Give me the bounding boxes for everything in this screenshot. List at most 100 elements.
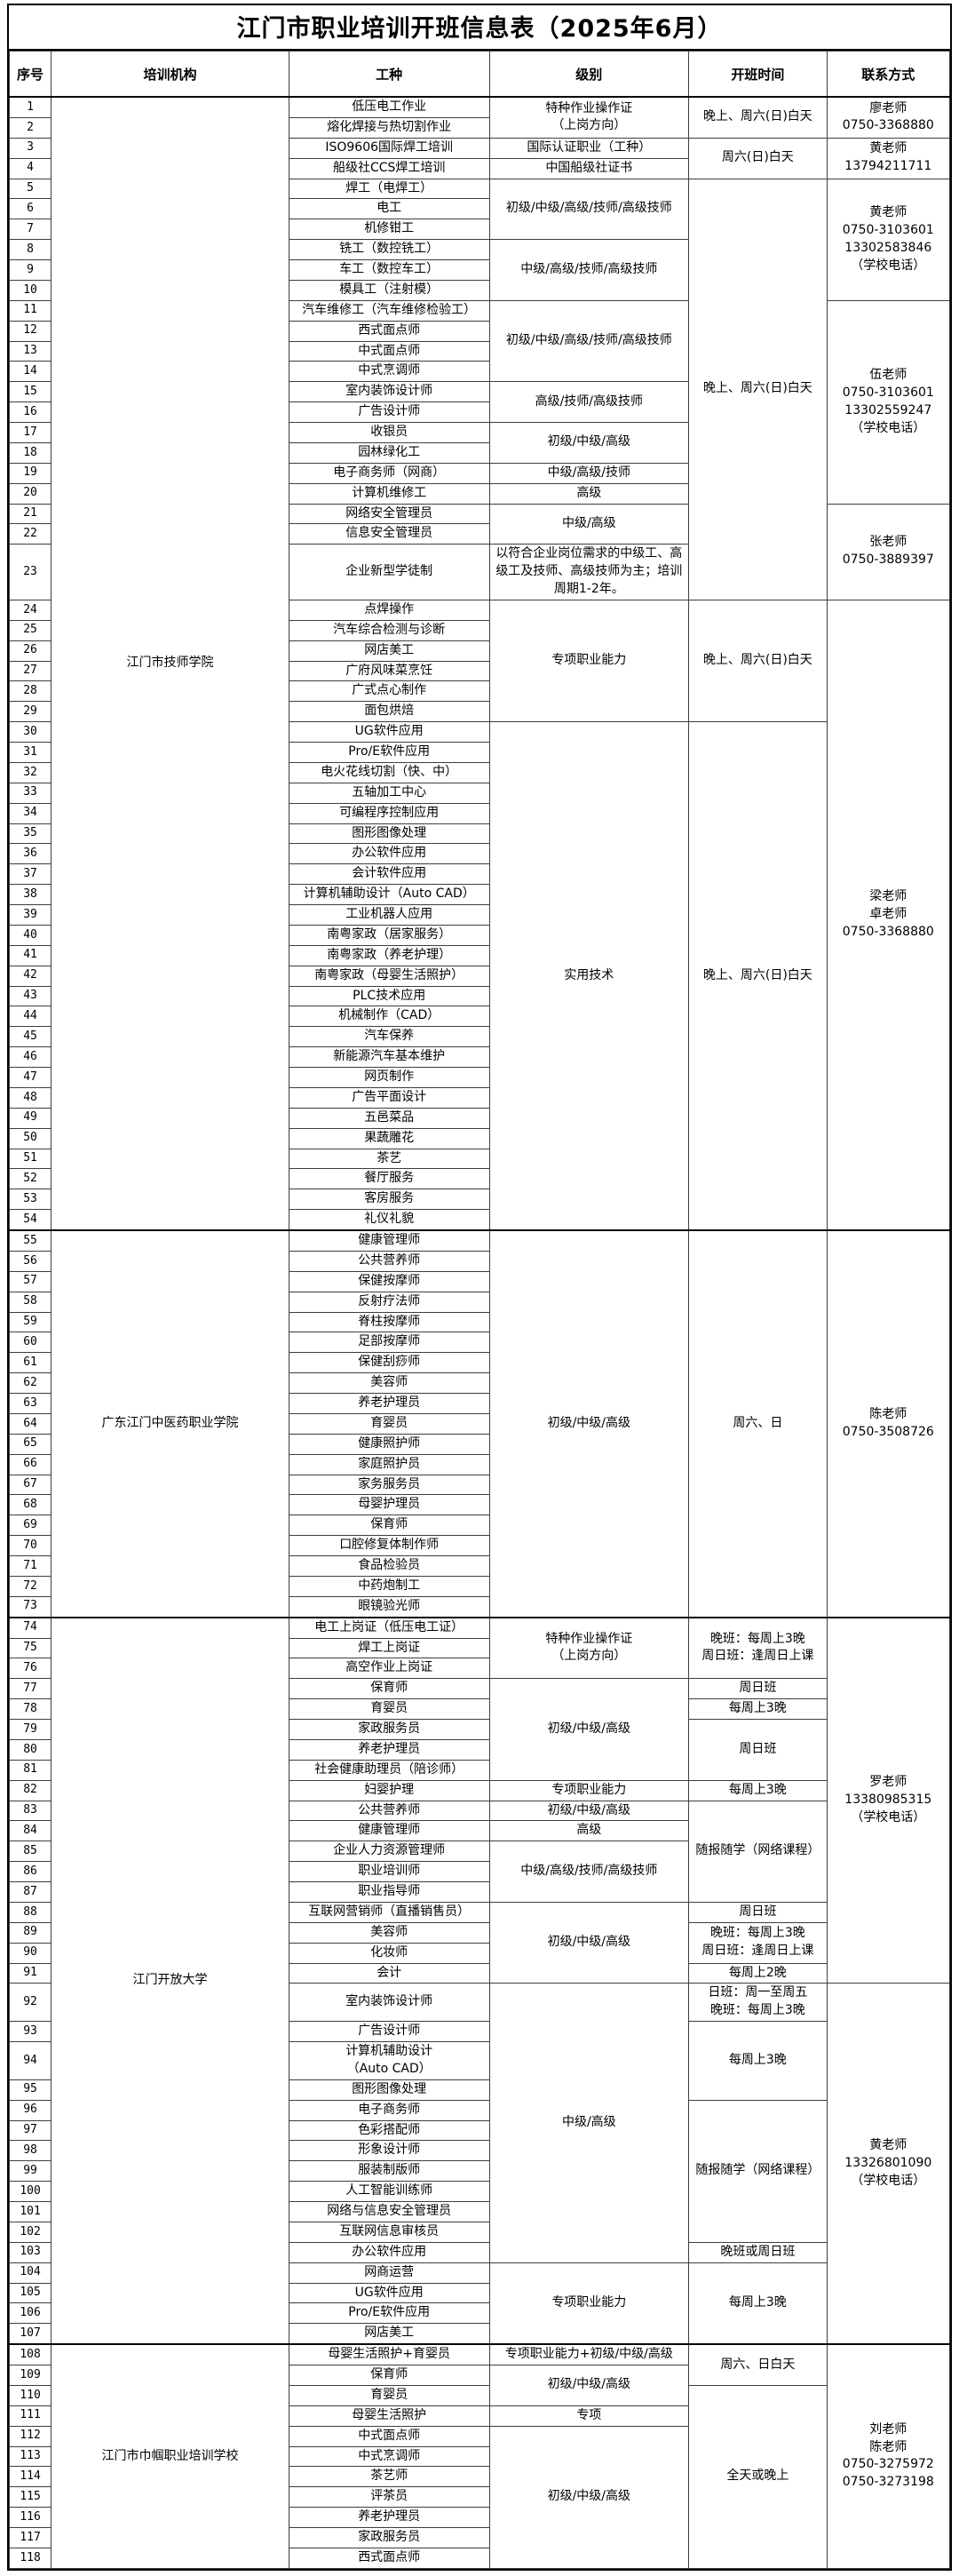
seq-cell: 8 xyxy=(8,239,52,260)
seq-cell: 41 xyxy=(8,944,52,966)
job-cell: 焊工上岗证 xyxy=(288,1637,490,1659)
job-cell: 人工智能训练师 xyxy=(288,2181,490,2202)
job-cell: 熔化焊接与热切割作业 xyxy=(288,116,490,139)
job-cell: 形象设计师 xyxy=(288,2140,490,2162)
seq-cell: 15 xyxy=(8,381,52,403)
job-cell: 机修钳工 xyxy=(288,219,490,241)
time-cell: 随报随学（网络课程） xyxy=(688,2099,828,2243)
seq-cell: 91 xyxy=(8,1962,52,1984)
job-cell: 化妆师 xyxy=(288,1942,490,1964)
job-cell: 南粤家政（母婴生活照护） xyxy=(288,965,490,987)
time-cell: 周日班 xyxy=(688,1901,828,1923)
job-cell: 广式点心制作 xyxy=(288,680,490,703)
seq-cell: 93 xyxy=(8,2021,52,2042)
job-cell: 汽车维修工（汽车维修检验工） xyxy=(288,299,490,322)
seq-cell: 45 xyxy=(8,1026,52,1048)
seq-cell: 74 xyxy=(8,1616,52,1639)
seq-cell: 38 xyxy=(8,884,52,905)
job-cell: 企业人力资源管理师 xyxy=(288,1841,490,1863)
job-cell: 广告设计师 xyxy=(288,2021,490,2042)
job-cell: 计算机辅助设计（Auto CAD） xyxy=(288,884,490,905)
seq-cell: 43 xyxy=(8,985,52,1007)
seq-cell: 10 xyxy=(8,279,52,301)
seq-cell: 59 xyxy=(8,1311,52,1333)
job-cell: 社会健康助理员（陪诊师） xyxy=(288,1759,490,1781)
level-cell: 初级/中级/高级 xyxy=(488,1229,690,1618)
job-cell: 焊工（电焊工） xyxy=(288,178,490,200)
time-cell: 周日班 xyxy=(688,1719,828,1781)
job-cell: 家庭照护员 xyxy=(288,1453,490,1475)
seq-cell: 33 xyxy=(8,782,52,804)
seq-cell: 47 xyxy=(8,1067,52,1088)
job-cell: ISO9606国际焊工培训 xyxy=(288,137,490,159)
job-cell: 企业新型学徒制 xyxy=(288,544,490,600)
contact-cell: 黄老师 0750-3103601 13302583846 （学校电话） xyxy=(826,178,951,301)
seq-cell: 64 xyxy=(8,1412,52,1435)
level-cell: 专项职业能力+初级/中级/高级 xyxy=(488,2343,690,2366)
page-title: 江门市职业培训开班信息表（2025年6月） xyxy=(9,5,950,51)
job-cell: 中式烹调师 xyxy=(288,2445,490,2468)
table-row: 93 广告设计师 每周上3晚 xyxy=(8,2021,950,2101)
seq-cell: 26 xyxy=(8,640,52,662)
job-cell: 可编程序控制应用 xyxy=(288,802,490,824)
level-cell: 高级 xyxy=(488,482,690,505)
seq-cell: 60 xyxy=(8,1332,52,1354)
seq-cell: 48 xyxy=(8,1086,52,1109)
time-cell: 晚上、周六(日)白天 xyxy=(688,95,828,139)
level-cell: 以符合企业岗位需求的中级工、高级工及技师、高级技师为主；培训周期1-2年。 xyxy=(488,544,690,600)
job-cell: 网店美工 xyxy=(288,2323,490,2345)
level-cell: 初级/中级/高级/技师/高级技师 xyxy=(488,178,690,241)
seq-cell: 112 xyxy=(8,2425,52,2447)
seq-cell: 85 xyxy=(8,1841,52,1863)
time-cell: 周日班 xyxy=(688,1678,828,1700)
job-cell: 母婴护理员 xyxy=(288,1494,490,1516)
seq-cell: 71 xyxy=(8,1555,52,1577)
seq-cell: 79 xyxy=(8,1719,52,1740)
seq-cell: 86 xyxy=(8,1861,52,1882)
job-cell: 办公软件应用 xyxy=(288,2241,490,2263)
seq-cell: 42 xyxy=(8,965,52,987)
table-row: 77 保育师 初级/中级/高级 周日班 xyxy=(8,1678,950,1781)
time-cell: 周六、日 xyxy=(688,1229,828,1618)
seq-cell: 68 xyxy=(8,1494,52,1516)
seq-cell: 23 xyxy=(8,544,52,600)
level-cell: 中级/高级 xyxy=(488,503,690,545)
job-cell: 家政服务员 xyxy=(288,1719,490,1740)
job-cell: 保健按摩师 xyxy=(288,1270,490,1292)
time-cell: 晚上、周六(日)白天 xyxy=(688,599,828,723)
level-cell: 初级/中级/高级/技师/高级技师 xyxy=(488,299,690,383)
job-cell: 办公软件应用 xyxy=(288,843,490,865)
seq-cell: 82 xyxy=(8,1779,52,1801)
seq-cell: 103 xyxy=(8,2241,52,2263)
job-cell: 五轴加工中心 xyxy=(288,782,490,804)
time-cell: 随报随学（网络课程） xyxy=(688,1800,828,1903)
job-cell: 健康管理师 xyxy=(288,1228,490,1252)
column-header: 级别 xyxy=(488,51,690,98)
level-cell: 初级/中级/高级 xyxy=(488,422,690,464)
job-cell: 互联网信息审核员 xyxy=(288,2221,490,2243)
institution-cell: 广东江门中医药职业学院 xyxy=(51,1229,289,1618)
seq-cell: 37 xyxy=(8,863,52,886)
job-cell: 西式面点师 xyxy=(288,2547,490,2569)
level-cell: 初级/中级/高级 xyxy=(488,1901,690,1984)
seq-cell: 14 xyxy=(8,361,52,383)
seq-cell: 62 xyxy=(8,1372,52,1394)
job-cell: 室内装饰设计师 xyxy=(288,1983,490,2023)
job-cell: 室内装饰设计师 xyxy=(288,381,490,403)
job-cell: 五邑菜品 xyxy=(288,1107,490,1129)
job-cell: 信息安全管理员 xyxy=(288,523,490,545)
contact-cell: 陈老师 0750-3508726 xyxy=(826,1229,951,1618)
job-cell: 广府风味菜烹饪 xyxy=(288,660,490,682)
seq-cell: 1 xyxy=(8,95,52,118)
job-cell: 礼仪礼貌 xyxy=(288,1209,490,1231)
contact-cell: 黄老师 13794211711 xyxy=(826,137,951,179)
seq-cell: 44 xyxy=(8,1006,52,1028)
job-cell: PLC技术应用 xyxy=(288,985,490,1007)
job-cell: 客房服务 xyxy=(288,1189,490,1211)
seq-cell: 58 xyxy=(8,1291,52,1313)
seq-cell: 95 xyxy=(8,2079,52,2101)
job-cell: 机械制作（CAD） xyxy=(288,1006,490,1028)
job-cell: Pro/E软件应用 xyxy=(288,742,490,763)
job-cell: 会计软件应用 xyxy=(288,863,490,886)
seq-cell: 22 xyxy=(8,523,52,545)
